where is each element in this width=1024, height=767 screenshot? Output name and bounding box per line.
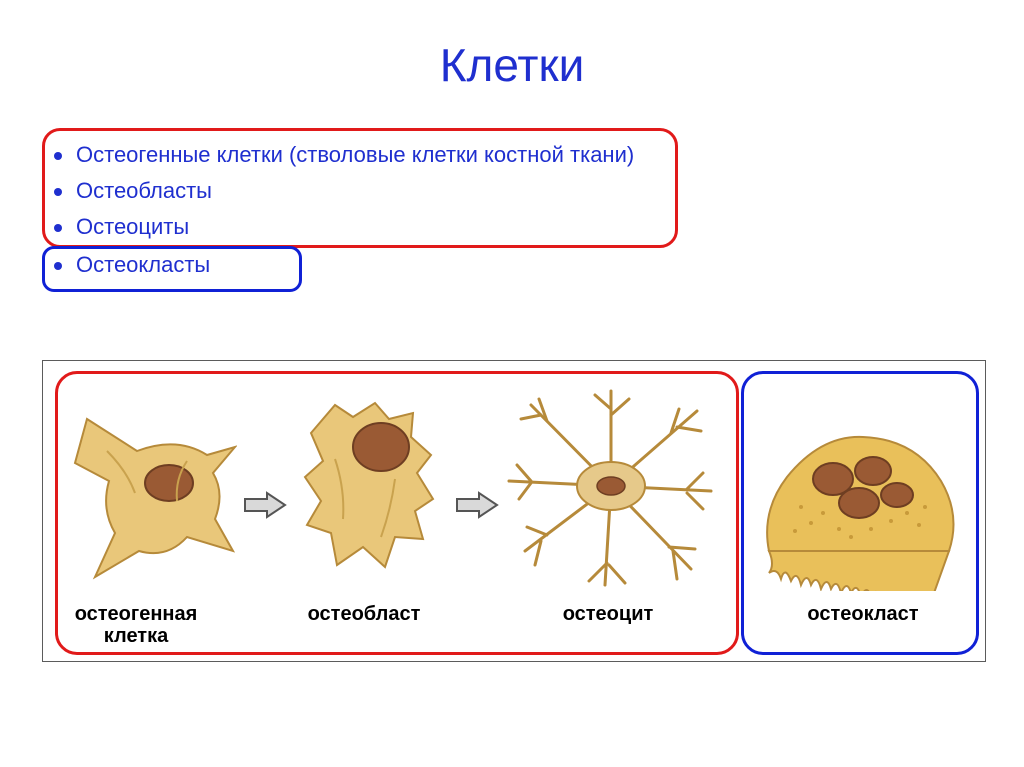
cell-label-osteocyte: остеоцит	[533, 603, 683, 626]
bullet-item-1: Остеогенные клетки (стволовые клетки кос…	[76, 142, 634, 168]
label-line: остеогенная	[75, 603, 198, 625]
bullet-text: Остеокласты	[76, 252, 210, 277]
label-line: клетка	[104, 625, 168, 647]
arrow-icon	[243, 491, 287, 519]
bullet-dot-icon	[54, 262, 62, 270]
bullet-item-4: Остеокласты	[76, 252, 210, 278]
bullet-dot-icon	[54, 152, 62, 160]
diagram-region: остеогенная клетка остеобласт остеоцит о…	[42, 360, 986, 662]
cell-label-osteoblast: остеобласт	[289, 603, 439, 626]
bullet-dot-icon	[54, 224, 62, 232]
osteogenic-cell-icon	[67, 401, 237, 581]
bullet-dot-icon	[54, 188, 62, 196]
bullet-text: Остеоциты	[76, 214, 189, 239]
bullet-text: Остеогенные клетки (стволовые клетки кос…	[76, 142, 634, 167]
page-title: Клетки	[0, 0, 1024, 92]
arrow-icon	[455, 491, 499, 519]
bullet-list-region: Остеогенные клетки (стволовые клетки кос…	[42, 128, 680, 288]
osteocyte-cell-icon	[501, 381, 721, 591]
osteoblast-cell-icon	[295, 389, 445, 579]
osteoclast-cell-icon	[751, 421, 967, 591]
bullet-item-3: Остеоциты	[76, 214, 189, 240]
cell-label-osteogenic: остеогенная клетка	[61, 603, 211, 647]
cell-label-osteoclast: остеокласт	[783, 603, 943, 626]
bullet-text: Остеобласты	[76, 178, 212, 203]
bullet-item-2: Остеобласты	[76, 178, 212, 204]
